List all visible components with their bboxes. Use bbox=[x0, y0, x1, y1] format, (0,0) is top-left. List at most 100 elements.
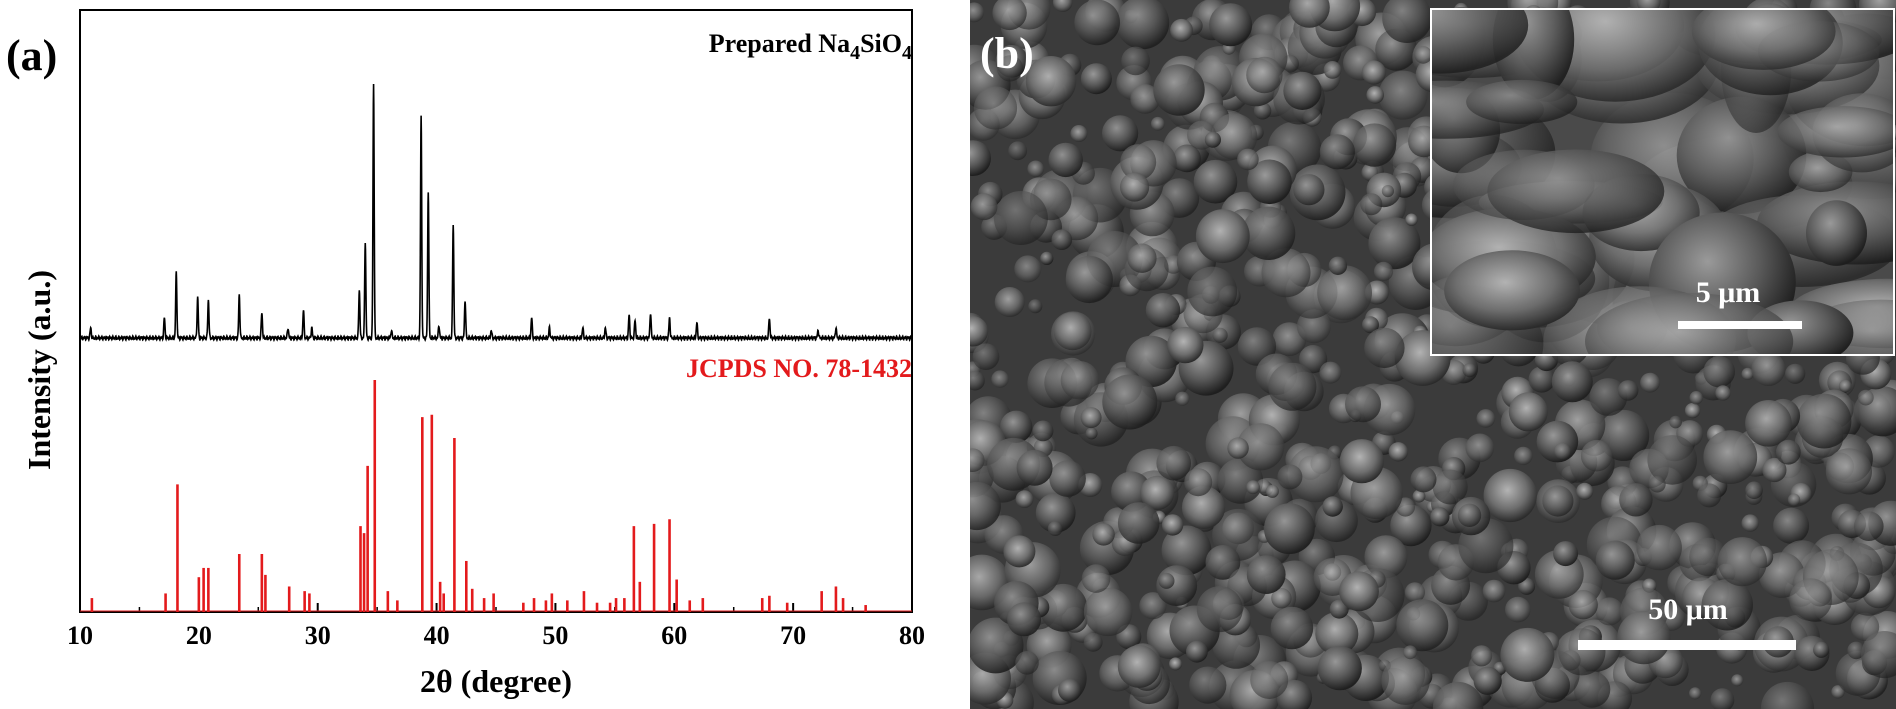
inset-grain bbox=[1676, 96, 1807, 214]
sem-particle bbox=[1432, 681, 1484, 709]
sem-particle bbox=[1161, 525, 1212, 576]
sem-particle bbox=[1121, 46, 1150, 76]
sem-particle bbox=[970, 370, 985, 391]
sem-particle bbox=[1703, 430, 1758, 484]
sem-particle bbox=[1412, 489, 1426, 503]
sem-particle bbox=[1381, 185, 1394, 198]
sem-particle bbox=[1745, 481, 1763, 500]
sem-particle bbox=[1074, 0, 1120, 46]
sem-particle bbox=[1710, 688, 1735, 709]
sem-particle bbox=[1388, 442, 1409, 462]
sem-particle bbox=[1173, 144, 1201, 173]
x-axis-title: 2θ (degree) bbox=[420, 663, 572, 699]
sem-particle bbox=[1048, 142, 1083, 178]
sem-particle bbox=[1617, 610, 1671, 665]
x-tick-label: 70 bbox=[780, 621, 806, 650]
inset-grain bbox=[1487, 149, 1665, 234]
sem-particle bbox=[1161, 514, 1184, 536]
sem-particle bbox=[1465, 433, 1495, 463]
sem-particle bbox=[972, 343, 1000, 371]
sem-particle bbox=[1015, 651, 1039, 675]
sem-particle bbox=[1000, 410, 1033, 443]
sem-particle bbox=[1339, 439, 1384, 484]
sem-particle bbox=[1410, 466, 1437, 493]
sem-particle bbox=[1598, 409, 1650, 461]
inset-grain bbox=[1432, 10, 1529, 74]
sem-particle bbox=[970, 481, 1001, 531]
sem-particle bbox=[1211, 113, 1258, 160]
sem-particle bbox=[1187, 266, 1238, 317]
main-scale-label: 50 μm bbox=[1648, 593, 1728, 626]
sem-particle bbox=[1825, 448, 1872, 495]
sem-particle bbox=[1432, 469, 1468, 505]
sem-particle bbox=[1751, 352, 1786, 386]
sem-particle bbox=[1831, 685, 1845, 699]
sem-particle bbox=[1542, 485, 1574, 517]
sem-particle bbox=[1196, 586, 1243, 633]
sem-particle bbox=[1117, 502, 1160, 544]
sem-particle bbox=[1850, 612, 1880, 642]
sem-particle bbox=[1589, 378, 1628, 416]
sem-particle bbox=[1619, 483, 1653, 517]
sem-particle bbox=[1382, 0, 1432, 43]
sem-particle bbox=[1268, 362, 1317, 411]
sem-particle bbox=[1378, 70, 1428, 120]
sem-particle bbox=[1476, 409, 1496, 428]
sem-particle bbox=[1035, 493, 1076, 533]
sem-particle bbox=[1028, 299, 1043, 314]
sem-particle bbox=[1430, 507, 1450, 527]
sem-particle bbox=[1293, 174, 1325, 206]
sem-particle bbox=[1247, 159, 1292, 205]
sem-particle bbox=[1352, 123, 1397, 167]
inset-grain bbox=[1691, 10, 1836, 70]
sem-particle bbox=[1246, 56, 1283, 94]
sem-particle bbox=[1403, 645, 1418, 660]
sem-particle bbox=[1715, 385, 1731, 401]
sem-particle bbox=[1186, 640, 1208, 663]
sem-particle bbox=[1169, 657, 1182, 671]
sem-particle bbox=[1070, 125, 1088, 142]
x-tick-label: 20 bbox=[186, 621, 212, 650]
sem-particle bbox=[1595, 597, 1624, 626]
sem-particle bbox=[1775, 439, 1801, 465]
sem-particle bbox=[1175, 391, 1190, 406]
sem-particle bbox=[996, 55, 1024, 82]
sem-particle bbox=[1580, 439, 1613, 472]
sem-particle bbox=[1364, 327, 1405, 369]
sem-particle bbox=[1150, 116, 1165, 131]
sem-particle bbox=[1125, 335, 1177, 388]
main-scale-bar bbox=[1578, 640, 1796, 650]
panel-a-label: (a) bbox=[6, 31, 57, 80]
sem-particle bbox=[1271, 588, 1292, 609]
sem-particle bbox=[1080, 63, 1112, 95]
x-tick-label: 30 bbox=[305, 621, 331, 650]
sem-particle bbox=[1315, 612, 1359, 656]
sem-particle bbox=[1373, 261, 1394, 281]
inset-scale-bar bbox=[1678, 321, 1802, 329]
sem-particle bbox=[1014, 255, 1042, 283]
sem-particle bbox=[1414, 46, 1432, 64]
sem-particle bbox=[1360, 193, 1383, 216]
sem-particle bbox=[1145, 293, 1181, 328]
sem-particle bbox=[1573, 671, 1611, 708]
sem-particle bbox=[1500, 627, 1555, 682]
sem-particle bbox=[1364, 535, 1408, 579]
xrd-marks bbox=[79, 83, 913, 612]
sem-particle bbox=[1085, 427, 1098, 440]
sem-particle bbox=[1457, 503, 1482, 527]
sem-particle bbox=[1130, 84, 1160, 114]
prepared-xrd-line bbox=[79, 83, 913, 343]
sem-particle bbox=[1361, 60, 1386, 85]
sem-particle bbox=[1649, 475, 1666, 493]
sem-particle bbox=[1640, 372, 1660, 393]
sem-particle bbox=[1193, 159, 1238, 204]
sem-particle bbox=[1773, 507, 1810, 544]
sem-particle bbox=[1689, 537, 1728, 577]
sem-particle bbox=[1368, 217, 1421, 270]
sem-particle bbox=[1120, 172, 1150, 202]
sem-particle bbox=[1083, 587, 1133, 637]
sem-particle bbox=[1396, 599, 1449, 652]
sem-particle bbox=[1039, 583, 1088, 632]
sem-particle bbox=[1483, 468, 1537, 523]
sem-particle bbox=[1140, 475, 1175, 510]
